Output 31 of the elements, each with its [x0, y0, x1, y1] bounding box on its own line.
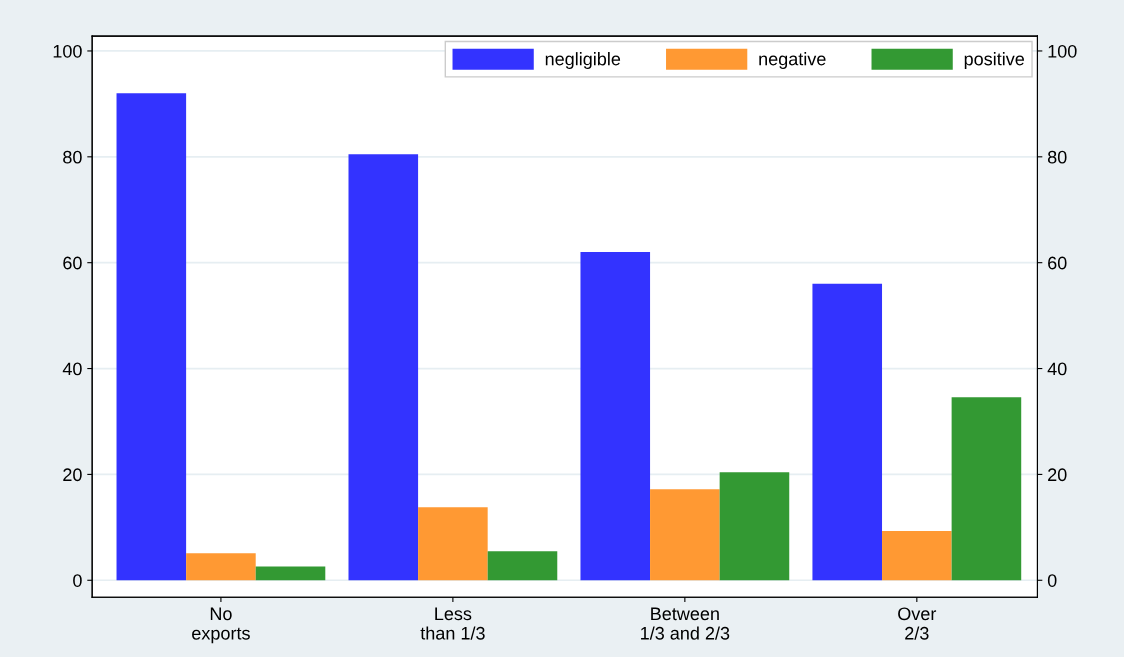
bar	[348, 154, 419, 581]
bar	[580, 252, 651, 581]
bar	[116, 93, 187, 581]
y-tick-label: 80	[63, 150, 82, 164]
legend-label: positive	[964, 52, 1025, 69]
bar	[487, 551, 558, 581]
x-tick-label: Between 1/3 and 2/3	[641, 607, 730, 640]
y-tick-label: 0	[73, 574, 82, 587]
x-tick-label: No exports	[192, 607, 250, 644]
bar	[812, 283, 883, 581]
y2-tick-label: 0	[1047, 574, 1057, 587]
bar	[882, 531, 952, 581]
y-tick-label: 20	[63, 468, 82, 482]
legend-label: negligible	[545, 52, 621, 69]
y-tick-label: 40	[62, 362, 82, 376]
bar	[255, 566, 326, 581]
bar	[951, 397, 1022, 581]
x-tick-label: Over 2/3	[898, 607, 937, 640]
y-tick-label: 60	[63, 256, 82, 270]
y2-tick-label: 80	[1047, 150, 1067, 164]
bar	[418, 507, 488, 581]
legend-label: negative	[759, 52, 826, 69]
bar	[650, 489, 720, 581]
bar	[719, 472, 790, 581]
y2-tick-label: 20	[1048, 468, 1067, 482]
y2-tick-label: 40	[1047, 362, 1067, 376]
y-tick-label: 100	[53, 44, 82, 58]
y2-tick-label: 60	[1048, 256, 1067, 270]
bar	[186, 553, 256, 581]
x-tick-label: Less than 1/3	[420, 607, 485, 640]
y2-tick-label: 100	[1048, 44, 1077, 58]
